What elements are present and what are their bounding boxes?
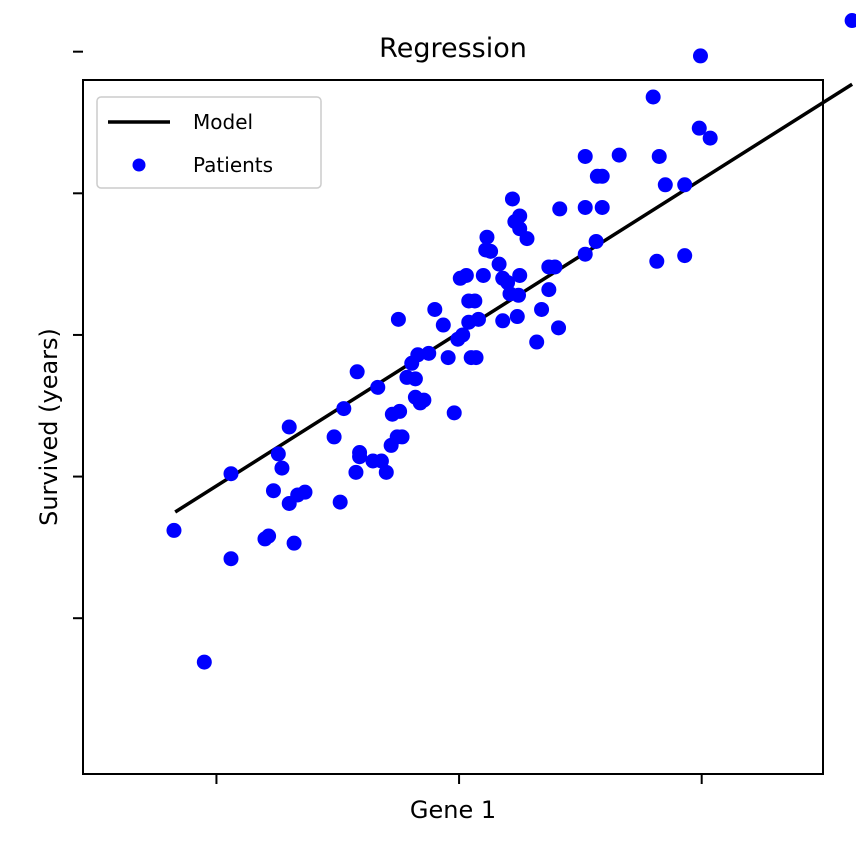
patient-point bbox=[421, 345, 437, 361]
patient-point bbox=[483, 243, 499, 259]
legend-model-label: Model bbox=[193, 110, 253, 134]
patient-point bbox=[407, 371, 423, 387]
axis-ticks bbox=[73, 50, 703, 784]
patient-point bbox=[326, 429, 342, 445]
patient-point bbox=[479, 229, 495, 245]
patient-point bbox=[394, 429, 410, 445]
patient-point bbox=[512, 267, 528, 283]
patient-point bbox=[500, 275, 516, 291]
patient-point bbox=[223, 551, 239, 567]
patient-point bbox=[390, 311, 406, 327]
patient-point bbox=[677, 248, 693, 264]
patient-point bbox=[552, 201, 568, 217]
patient-point bbox=[547, 259, 563, 275]
patient-point bbox=[468, 350, 484, 366]
patient-point bbox=[577, 246, 593, 262]
patient-point bbox=[657, 177, 673, 193]
patient-point bbox=[470, 311, 486, 327]
patient-point bbox=[551, 320, 567, 336]
patient-point bbox=[691, 120, 707, 136]
patient-point bbox=[475, 267, 491, 283]
patient-point bbox=[410, 347, 426, 363]
patient-point bbox=[509, 309, 525, 325]
chart-title: Regression bbox=[379, 33, 527, 64]
patient-point bbox=[458, 267, 474, 283]
patient-point bbox=[349, 364, 365, 380]
patient-point bbox=[495, 313, 511, 329]
patient-point bbox=[270, 446, 286, 462]
patient-point bbox=[261, 528, 277, 544]
legend-box bbox=[96, 96, 322, 189]
patient-point bbox=[352, 444, 368, 460]
plot-frame bbox=[82, 79, 824, 775]
patient-point bbox=[702, 130, 718, 146]
patient-point bbox=[435, 317, 451, 333]
patient-point bbox=[440, 350, 456, 366]
patient-point bbox=[677, 177, 693, 193]
patient-point bbox=[416, 392, 432, 408]
patient-point bbox=[348, 464, 364, 480]
legend: Model Patients bbox=[96, 96, 322, 189]
patient-point bbox=[427, 301, 443, 317]
patient-point bbox=[196, 654, 212, 670]
patient-point bbox=[534, 301, 550, 317]
patient-points bbox=[166, 13, 856, 670]
patient-point bbox=[692, 48, 708, 64]
patient-point bbox=[844, 13, 856, 29]
patient-point bbox=[577, 199, 593, 215]
y-axis-label: Survived (years) bbox=[35, 328, 63, 526]
patient-point bbox=[649, 253, 665, 269]
patient-point bbox=[336, 401, 352, 417]
patient-point bbox=[511, 287, 527, 303]
patient-point bbox=[588, 233, 604, 249]
patient-point bbox=[541, 282, 557, 298]
patient-point bbox=[265, 483, 281, 499]
patient-point bbox=[378, 464, 394, 480]
patient-point bbox=[491, 256, 507, 272]
patient-point bbox=[286, 535, 302, 551]
patient-point bbox=[455, 327, 471, 343]
patient-point bbox=[512, 208, 528, 224]
patient-point bbox=[297, 484, 313, 500]
patient-point bbox=[529, 334, 545, 350]
patient-point bbox=[611, 147, 627, 163]
patient-point bbox=[577, 148, 593, 164]
patient-point bbox=[651, 148, 667, 164]
patient-point bbox=[373, 453, 389, 469]
patient-point bbox=[467, 293, 483, 309]
legend-patients-label: Patients bbox=[193, 153, 273, 177]
patient-point bbox=[392, 403, 408, 419]
patient-point bbox=[504, 191, 520, 207]
patient-point bbox=[645, 89, 661, 105]
patient-point bbox=[370, 379, 386, 395]
patient-point bbox=[274, 460, 290, 476]
patient-point bbox=[594, 199, 610, 215]
patient-point bbox=[223, 466, 239, 482]
patient-point bbox=[519, 231, 535, 247]
patient-point bbox=[594, 168, 610, 184]
legend-patients-swatch bbox=[132, 158, 146, 172]
patient-point bbox=[446, 405, 462, 421]
x-axis-label: Gene 1 bbox=[410, 796, 496, 824]
patient-point bbox=[166, 522, 182, 538]
patient-point bbox=[332, 494, 348, 510]
patient-point bbox=[281, 419, 297, 435]
